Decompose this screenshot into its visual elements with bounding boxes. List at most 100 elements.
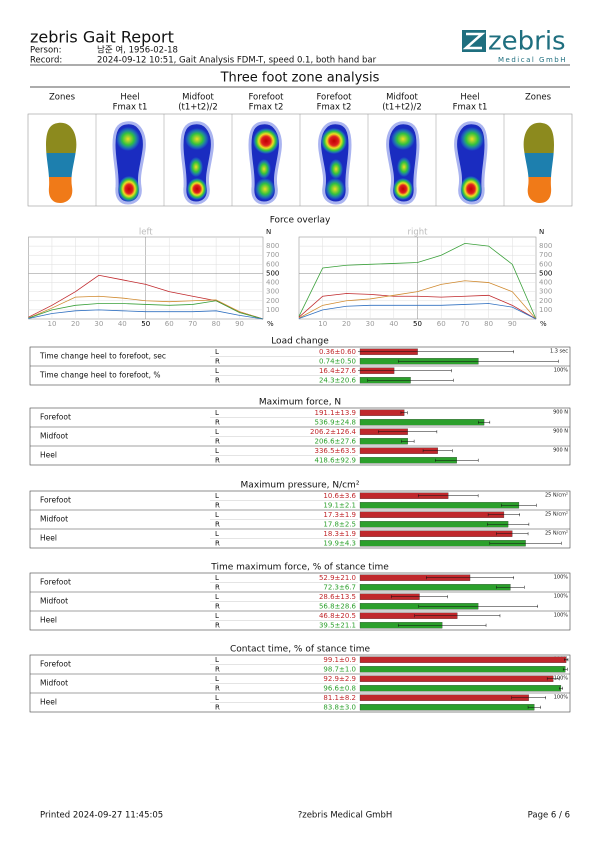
scale-label: 25 N/cm² [545, 512, 568, 518]
record: 2024-09-12 10:51, Gait Analysis FDM-T, s… [97, 56, 377, 66]
x-tick-label: 60 [165, 320, 174, 328]
side-label: L [215, 694, 219, 702]
side-label: L [215, 530, 219, 538]
side-label: L [215, 656, 219, 664]
error-bar [559, 686, 563, 690]
error-bar [478, 420, 491, 424]
value-label: 18.3±1.9 [323, 530, 356, 538]
person-label: Person: [30, 46, 61, 56]
side-label: L [215, 348, 219, 356]
value-label: 72.3±6.7 [323, 583, 356, 591]
error-bar [496, 532, 529, 536]
zone-header: Heel [460, 93, 479, 103]
error-bar [426, 576, 514, 580]
y-tick-label: 400 [266, 279, 279, 287]
side-label: R [215, 703, 220, 711]
table-frame [29, 654, 571, 713]
zone-header: Forefoot [248, 93, 284, 103]
x-tick-label: 20 [71, 320, 80, 328]
zone-header: Fmax t2 [317, 103, 352, 113]
zone-header: Fmax t1 [113, 103, 148, 113]
x-tick-label: 40 [118, 320, 127, 328]
scale-label: 900 N [553, 448, 568, 454]
zone-header: Midfoot [386, 93, 418, 103]
value-label: 206.2±126.4 [310, 428, 356, 436]
zone-header: Fmax t1 [453, 103, 488, 113]
side-label: L [215, 492, 219, 500]
value-label: 56.8±28.6 [319, 602, 357, 610]
x-tick-label: 30 [366, 320, 375, 328]
record-label: Record: [30, 56, 62, 66]
bar [359, 438, 408, 445]
zone-header: Zones [525, 93, 552, 103]
panel-label: right [408, 228, 429, 238]
logo-sub: Medical GmbH [498, 56, 567, 64]
value-label: 16.4±27.6 [319, 367, 357, 375]
side-label: L [215, 447, 219, 455]
company: ?zebris Medical GmbH [298, 811, 393, 821]
value-label: 19.9±4.3 [323, 539, 356, 547]
row-name: Time change heel to forefoot, sec [39, 352, 166, 361]
side-label: R [215, 437, 220, 445]
bar [359, 666, 566, 673]
zone-header: Forefoot [316, 93, 352, 103]
row-name: Time change heel to forefoot, % [39, 371, 161, 380]
y-tick-label: 100 [266, 306, 279, 314]
bar [359, 419, 485, 426]
side-label: R [215, 376, 220, 384]
error-bar [489, 541, 562, 545]
section-title: Time maximum force, % of stance time [210, 563, 389, 573]
error-bar [401, 439, 415, 443]
y-tick-label: 600 [266, 260, 279, 268]
value-label: 10.6±3.6 [323, 492, 356, 500]
error-bar [378, 430, 438, 434]
y-tick-label: 100 [539, 306, 552, 314]
scale-label: 100% [554, 594, 569, 600]
y-tick-label: 800 [539, 242, 552, 250]
row-name: Forefoot [40, 578, 71, 587]
value-label: 17.3±1.9 [323, 511, 356, 519]
error-bar [400, 411, 408, 415]
row-name: Midfoot [40, 515, 68, 524]
y-unit: N [266, 228, 271, 236]
side-label: R [215, 684, 220, 692]
section-title: Load change [271, 337, 329, 347]
zone-header: Zones [49, 93, 76, 103]
x-unit: % [540, 320, 547, 328]
row-name: Midfoot [40, 432, 68, 441]
logo: zebris Medical GmbH [462, 27, 567, 64]
value-label: 83.8±3.0 [323, 703, 356, 711]
value-label: 99.1±0.9 [323, 656, 356, 664]
value-label: 336.5±63.5 [315, 447, 357, 455]
side-label: R [215, 418, 220, 426]
y-tick-label: 300 [539, 288, 552, 296]
x-tick-label: 10 [47, 320, 56, 328]
scale-label: 900 N [553, 410, 568, 416]
scale-label: 25 N/cm² [545, 493, 568, 499]
table-frame [29, 490, 571, 549]
side-label: L [215, 612, 219, 620]
scale-label: 100% [554, 676, 569, 682]
bar [359, 675, 554, 682]
error-bar [435, 458, 479, 462]
error-bar [422, 449, 453, 453]
x-tick-label: 50 [141, 320, 150, 328]
scale-label: 100% [554, 613, 569, 619]
side-label: L [215, 574, 219, 582]
y-tick-label: 500 [539, 269, 552, 277]
section-title: Contact time, % of stance time [230, 645, 370, 655]
row-name: Forefoot [40, 660, 71, 669]
y-tick-label: 600 [539, 260, 552, 268]
value-label: 0.74±0.50 [319, 357, 356, 365]
error-bar [358, 369, 452, 373]
bar [359, 502, 520, 509]
error-bar [414, 614, 501, 618]
y-tick-label: 200 [539, 297, 552, 305]
force-line [28, 295, 264, 320]
side-label: L [215, 428, 219, 436]
force-line [28, 300, 264, 320]
value-label: 96.6±0.8 [323, 684, 356, 692]
bar [359, 584, 511, 591]
x-tick-label: 90 [235, 320, 244, 328]
y-tick-label: 400 [539, 279, 552, 287]
